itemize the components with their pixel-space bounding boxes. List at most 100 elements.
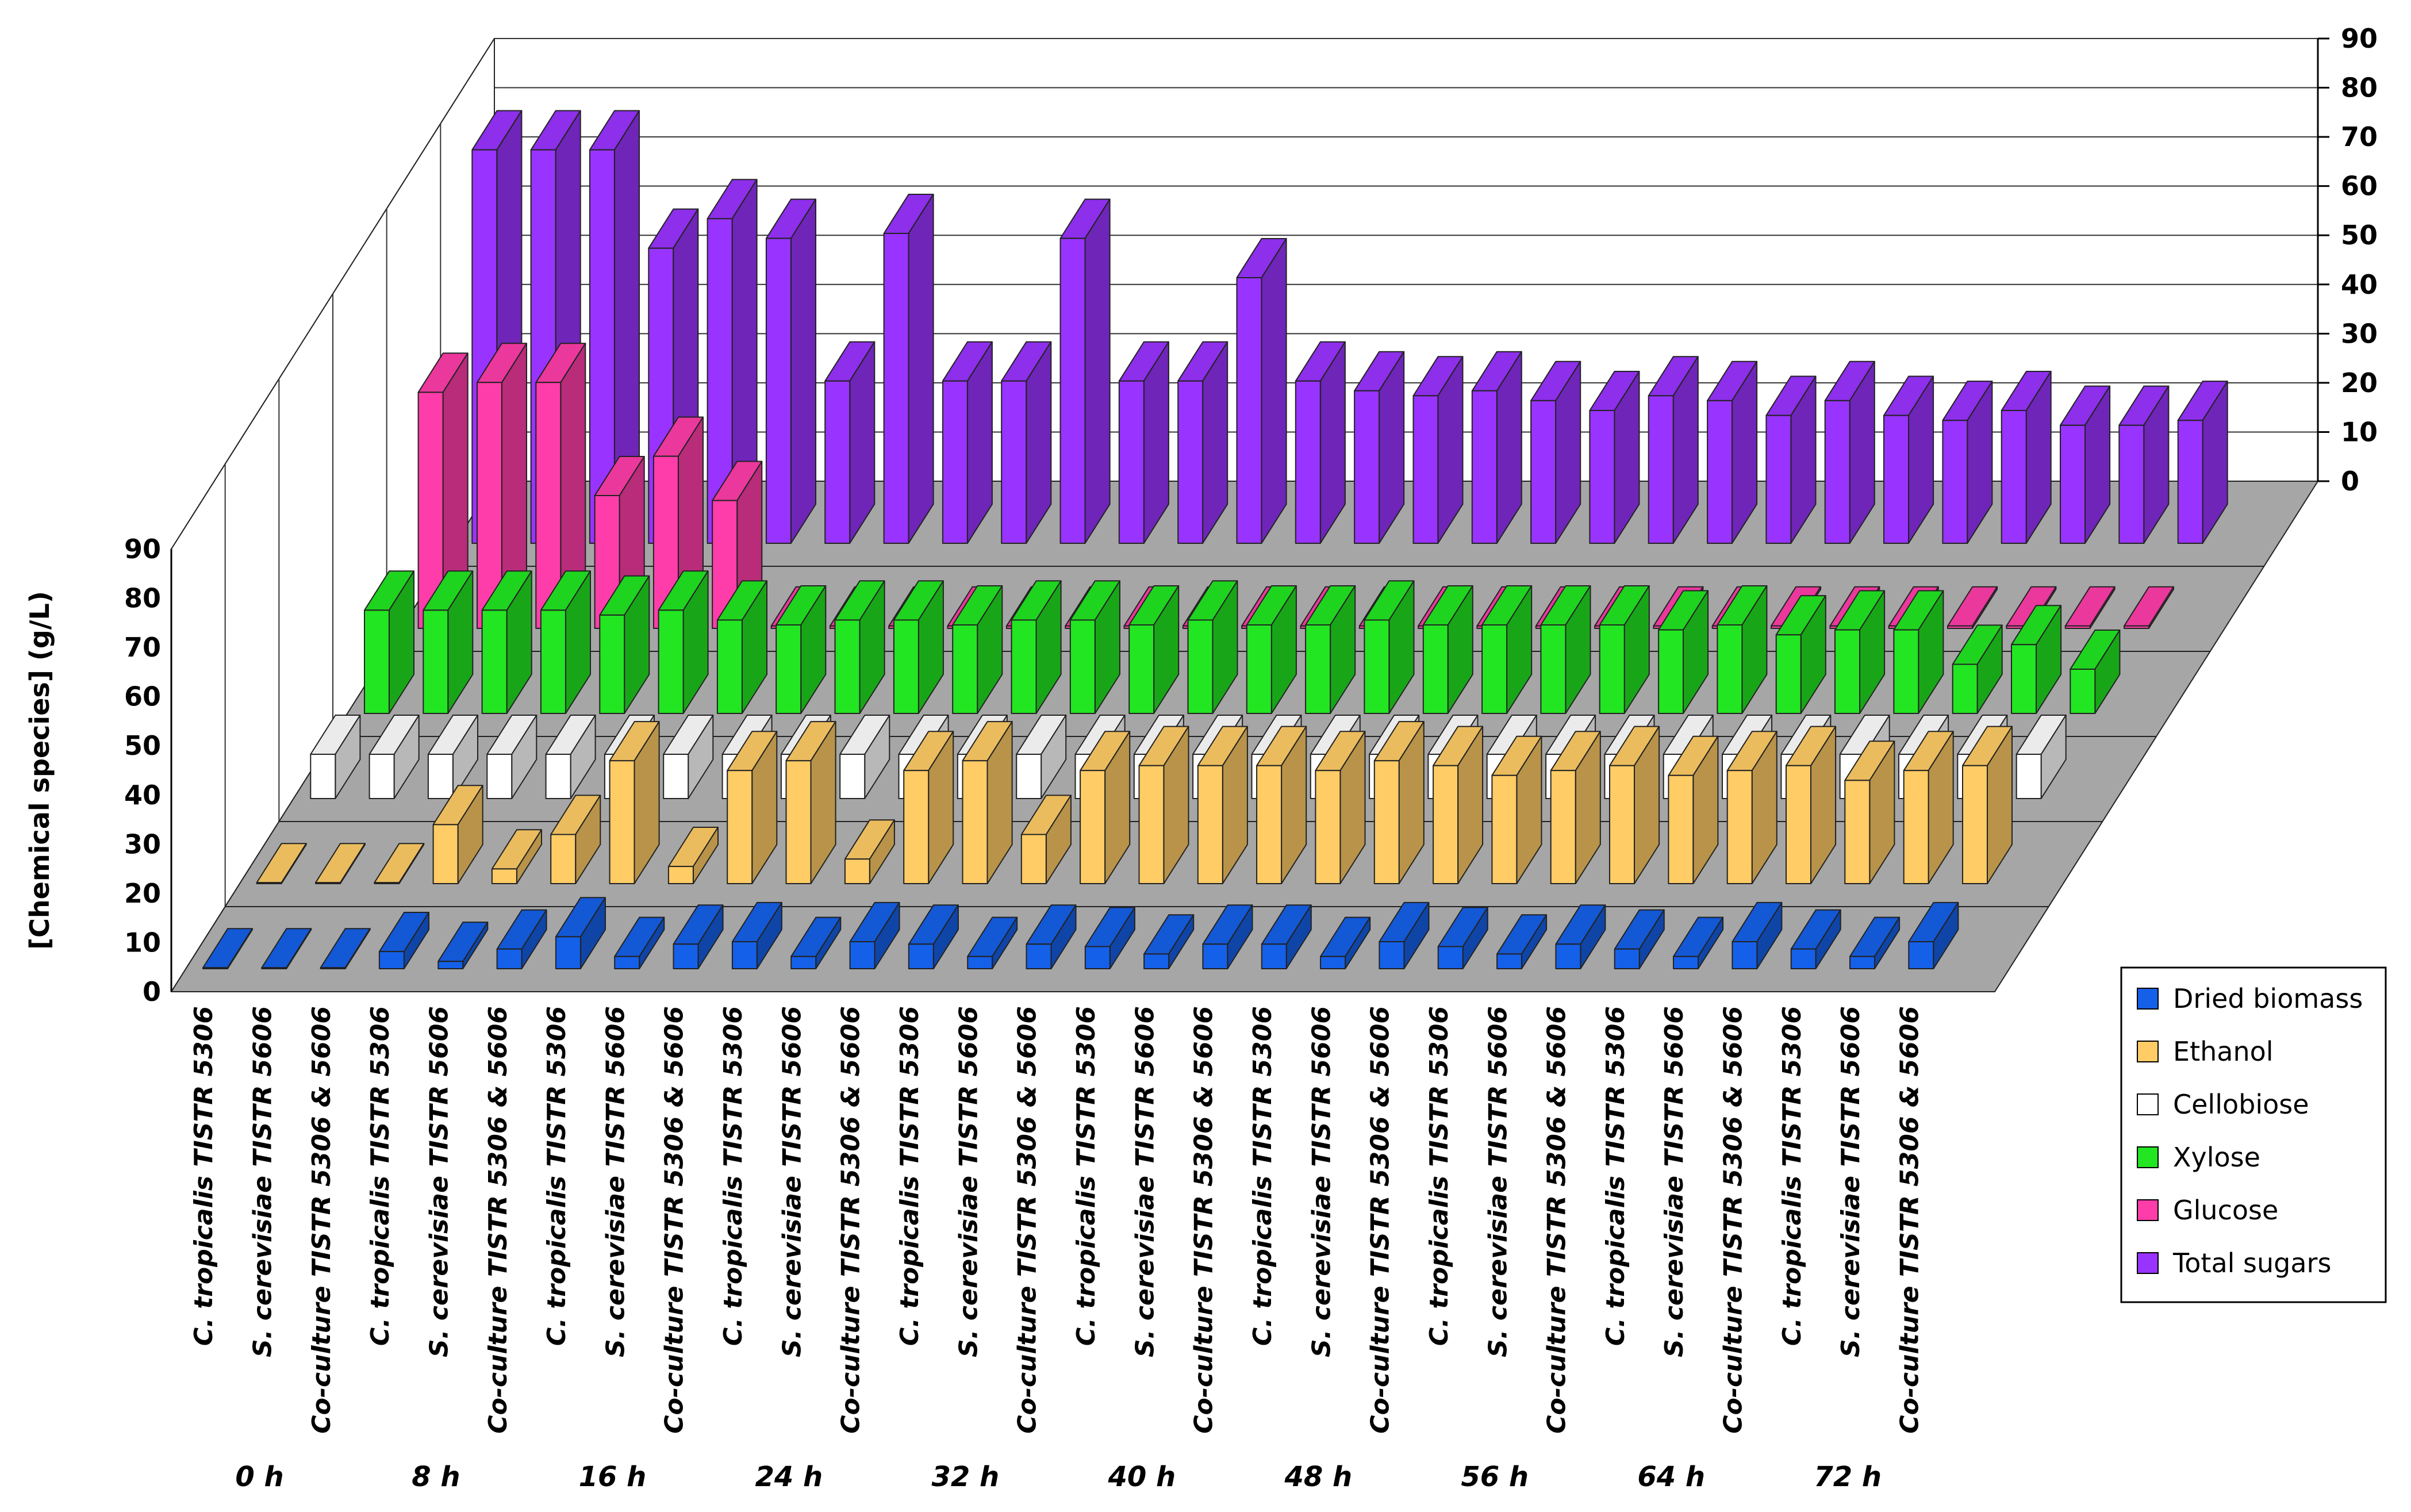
bar-front xyxy=(1059,237,1086,544)
bar-front xyxy=(824,380,851,544)
bar-front xyxy=(1177,380,1204,544)
bar-xylose xyxy=(1187,580,1238,714)
culture-name: C. tropicalis xyxy=(1072,1167,1101,1346)
time-label: 8 h xyxy=(412,1461,460,1493)
category-label: S. cerevisiae TISTR 5606 xyxy=(954,1006,983,1357)
bar-xylose xyxy=(2011,605,2062,714)
bar-front xyxy=(599,614,625,714)
category-label: C. tropicalis TISTR 5306 xyxy=(1425,1006,1454,1346)
culture-name: C. tropicalis xyxy=(366,1167,395,1346)
bar-front xyxy=(423,609,449,714)
bar-front xyxy=(1732,941,1758,969)
bar-front xyxy=(1883,415,1909,544)
bar-front xyxy=(1080,770,1106,884)
bar-front xyxy=(1364,619,1390,714)
bar-ethanol xyxy=(550,795,601,884)
bar-front xyxy=(1775,634,1802,714)
legend-swatch xyxy=(2137,1093,2159,1115)
legend-label: Dried biomass xyxy=(2173,983,2363,1014)
bar-front xyxy=(673,943,699,969)
bar-front xyxy=(667,866,694,884)
bar-front xyxy=(790,955,817,969)
bar-ethanol xyxy=(667,827,719,884)
bar-front xyxy=(1471,390,1498,544)
y-tick-label-left: 10 xyxy=(124,927,161,958)
bar-front xyxy=(2060,424,2086,544)
culture-strain: TISTR 5606 xyxy=(425,1006,454,1167)
bar-front xyxy=(893,619,919,714)
bar-xylose xyxy=(1717,585,1768,714)
bar-front xyxy=(1491,774,1518,884)
bar-front xyxy=(368,754,395,799)
bar-front xyxy=(202,967,228,969)
legend-label: Total sugars xyxy=(2172,1248,2331,1279)
time-label: 40 h xyxy=(1107,1461,1176,1493)
bar-total-sugars xyxy=(2060,385,2111,544)
bar-dried-biomass xyxy=(1261,904,1312,969)
bar-front xyxy=(883,233,909,544)
bar-xylose xyxy=(1422,585,1473,714)
bar-front xyxy=(663,754,689,799)
category-label: Co-culture TISTR 5306 & 5606 xyxy=(660,1006,689,1434)
culture-strain: TISTR 5306 & 5606 xyxy=(1013,1006,1042,1277)
bar-dried-biomass xyxy=(1026,904,1077,969)
category-label: S. cerevisiae TISTR 5606 xyxy=(248,1006,278,1357)
bar-front xyxy=(1550,770,1576,884)
bar-front xyxy=(1187,619,1214,714)
bar-front xyxy=(256,882,282,884)
y-tick-label-left: 70 xyxy=(124,632,161,663)
bar-ethanol xyxy=(903,731,954,884)
bar-front xyxy=(437,961,464,969)
bar-front xyxy=(658,609,684,714)
bar-glucose xyxy=(2064,586,2116,629)
bar-ethanol xyxy=(1962,726,2013,884)
bar-total-sugars xyxy=(1824,360,1875,544)
culture-strain: TISTR 5306 & 5606 xyxy=(1895,1006,1925,1277)
legend-swatch xyxy=(2137,1252,2159,1274)
culture-strain: TISTR 5606 xyxy=(1130,1006,1160,1167)
category-label: S. cerevisiae TISTR 5606 xyxy=(777,1006,807,1357)
y-axis-label: [Chemical species] (g/L) xyxy=(24,591,55,950)
bar-front xyxy=(1962,765,1988,884)
bar-dried-biomass xyxy=(1555,904,1606,969)
bar-ethanol xyxy=(315,843,366,884)
bar-ethanol xyxy=(1256,726,1307,884)
bar-xylose xyxy=(1952,624,2003,714)
bar-glucose xyxy=(477,343,527,629)
bar-front xyxy=(1942,420,1968,544)
bar-xylose xyxy=(1658,590,1709,714)
culture-strain: TISTR 5606 xyxy=(248,1006,278,1167)
culture-name: Co-culture xyxy=(1013,1277,1042,1434)
bar-ethanol xyxy=(1844,740,1895,884)
culture-name: Co-culture xyxy=(1719,1277,1748,1434)
bar-ethanol xyxy=(609,721,660,884)
bar-front xyxy=(2011,644,2037,714)
bar-total-sugars xyxy=(1707,360,1758,544)
bar-dried-biomass xyxy=(1732,901,1783,969)
bar-xylose xyxy=(481,570,532,714)
culture-strain: TISTR 5306 xyxy=(1072,1006,1101,1167)
bar-total-sugars xyxy=(707,179,758,544)
bar-side xyxy=(1261,238,1287,544)
culture-name: S. cerevisiae xyxy=(601,1167,630,1357)
bar-front xyxy=(364,609,390,714)
y-tick-label-left: 50 xyxy=(124,730,161,761)
bar-ethanol xyxy=(1315,731,1366,884)
bars xyxy=(202,110,2228,969)
bar-xylose xyxy=(1364,580,1415,714)
bar-dried-biomass xyxy=(1379,901,1430,969)
bar-dried-biomass xyxy=(1908,901,1959,969)
culture-name: Co-culture xyxy=(1895,1277,1925,1434)
bar-front xyxy=(550,834,577,884)
bar-front xyxy=(1433,765,1459,884)
culture-strain: TISTR 5606 xyxy=(954,1006,983,1167)
y-tick-label-right: 10 xyxy=(2341,416,2378,447)
bar-total-sugars xyxy=(1236,238,1287,544)
category-label: Co-culture TISTR 5306 & 5606 xyxy=(836,1006,866,1434)
bar-total-sugars xyxy=(1295,341,1346,544)
bar-front xyxy=(2064,625,2091,629)
category-label: S. cerevisiae TISTR 5606 xyxy=(1836,1006,1865,1357)
bar-front xyxy=(1315,770,1341,884)
bar-front xyxy=(1197,765,1223,884)
